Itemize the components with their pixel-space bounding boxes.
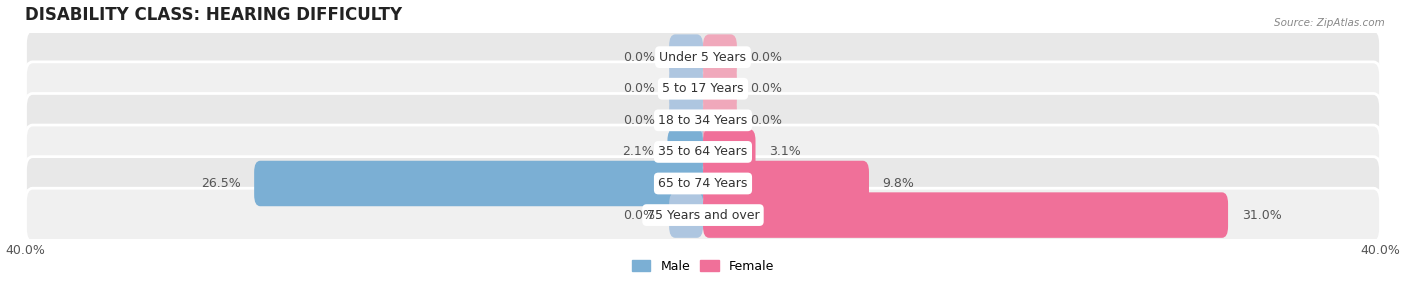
Text: 0.0%: 0.0% (624, 82, 655, 95)
Text: 0.0%: 0.0% (624, 114, 655, 127)
FancyBboxPatch shape (669, 66, 703, 111)
Text: DISABILITY CLASS: HEARING DIFFICULTY: DISABILITY CLASS: HEARING DIFFICULTY (25, 5, 402, 23)
FancyBboxPatch shape (25, 62, 1381, 116)
Text: 18 to 34 Years: 18 to 34 Years (658, 114, 748, 127)
Text: 0.0%: 0.0% (624, 209, 655, 222)
Text: 65 to 74 Years: 65 to 74 Years (658, 177, 748, 190)
FancyBboxPatch shape (703, 34, 737, 80)
Legend: Male, Female: Male, Female (627, 255, 779, 278)
Text: 2.1%: 2.1% (621, 145, 654, 158)
FancyBboxPatch shape (703, 192, 1227, 238)
Text: 0.0%: 0.0% (751, 114, 782, 127)
Text: 3.1%: 3.1% (769, 145, 801, 158)
Text: 31.0%: 31.0% (1241, 209, 1281, 222)
Text: 0.0%: 0.0% (751, 51, 782, 64)
Text: 26.5%: 26.5% (201, 177, 240, 190)
FancyBboxPatch shape (25, 157, 1381, 210)
Text: Source: ZipAtlas.com: Source: ZipAtlas.com (1274, 18, 1385, 28)
FancyBboxPatch shape (703, 98, 737, 143)
FancyBboxPatch shape (669, 34, 703, 80)
Text: 75 Years and over: 75 Years and over (647, 209, 759, 222)
Text: 5 to 17 Years: 5 to 17 Years (662, 82, 744, 95)
FancyBboxPatch shape (703, 129, 755, 175)
FancyBboxPatch shape (25, 30, 1381, 84)
FancyBboxPatch shape (668, 129, 703, 175)
FancyBboxPatch shape (25, 93, 1381, 147)
Text: 35 to 64 Years: 35 to 64 Years (658, 145, 748, 158)
FancyBboxPatch shape (25, 125, 1381, 179)
Text: 0.0%: 0.0% (624, 51, 655, 64)
FancyBboxPatch shape (703, 161, 869, 206)
FancyBboxPatch shape (254, 161, 703, 206)
FancyBboxPatch shape (669, 98, 703, 143)
Text: Under 5 Years: Under 5 Years (659, 51, 747, 64)
FancyBboxPatch shape (703, 66, 737, 111)
Text: 9.8%: 9.8% (883, 177, 914, 190)
Text: 0.0%: 0.0% (751, 82, 782, 95)
FancyBboxPatch shape (25, 188, 1381, 242)
FancyBboxPatch shape (669, 192, 703, 238)
